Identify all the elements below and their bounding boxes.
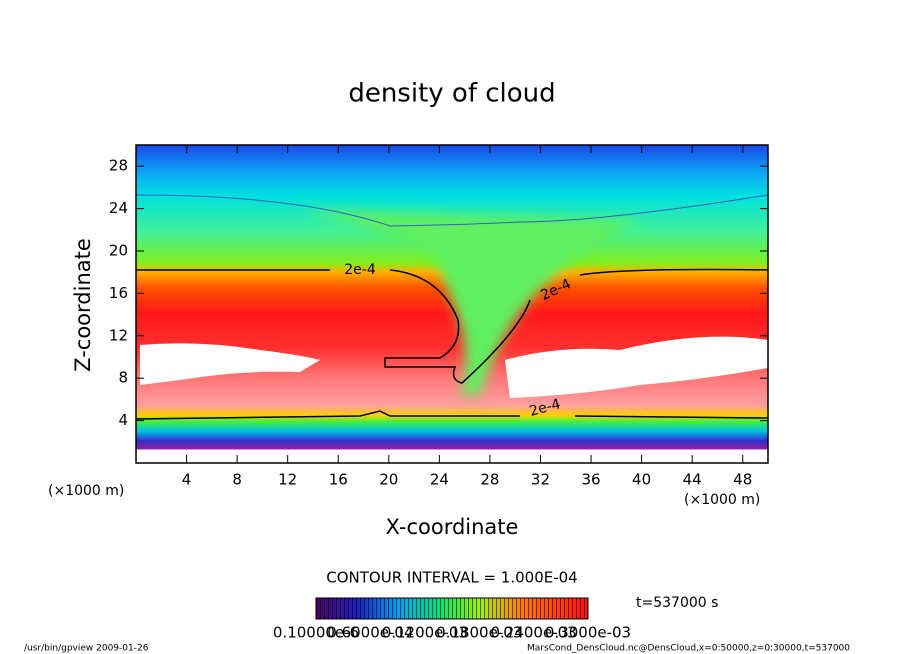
x-tick-label: 36 (581, 471, 600, 489)
x-unit: (×1000 m) (684, 492, 760, 508)
contour-label: 2e-4 (528, 396, 563, 420)
y-tick-label: 8 (118, 369, 128, 387)
footer-right: MarsCond_DensCloud.nc@DensCloud,x=0:5000… (527, 644, 850, 654)
colorbar-label: 0.1200e-03 (382, 624, 468, 642)
time-label: t=537000 s (636, 595, 718, 611)
cloud-gap (140, 343, 320, 385)
y-tick-label: 20 (109, 242, 128, 260)
field-fill (136, 145, 768, 463)
y-tick-label: 4 (118, 411, 128, 429)
contour-line (136, 268, 768, 384)
x-tick-label: 44 (683, 471, 702, 489)
x-tick-label: 12 (278, 471, 297, 489)
colorbar-label: 0.6000e-04 (327, 624, 413, 642)
colorbar-label: 0.1800e-03 (436, 624, 522, 642)
x-tick-label: 28 (480, 471, 499, 489)
contour-interval: CONTOUR INTERVAL = 1.000E-04 (326, 569, 577, 587)
contour-label: 2e-4 (344, 262, 376, 278)
y-tick-label: 16 (109, 284, 128, 302)
colorbar-label: 0.3000e-03 (545, 624, 631, 642)
colorbar-stripes (315, 597, 589, 620)
cloud-gap (505, 336, 768, 398)
plot-frame (135, 144, 769, 464)
contour-line (136, 194, 768, 227)
x-tick-label: 4 (182, 471, 192, 489)
x-tick-label: 48 (733, 471, 752, 489)
x-tick-label: 16 (329, 471, 348, 489)
field (136, 145, 768, 463)
x-tick-label: 8 (232, 471, 242, 489)
x-tick-label: 40 (632, 471, 651, 489)
x-tick-label: 20 (379, 471, 398, 489)
y-tick-label: 28 (109, 157, 128, 175)
chart-title: density of cloud (348, 79, 555, 109)
y-tick-label: 12 (109, 326, 128, 344)
x-axis-label: X-coordinate (386, 515, 519, 539)
x-tick-label: 24 (430, 471, 449, 489)
footer-left: /usr/bin/gpview 2009-01-26 (24, 644, 149, 654)
y-tick-label: 24 (109, 199, 128, 217)
funnel (300, 210, 640, 395)
colorbar-label: 0.2400e-03 (490, 624, 576, 642)
colorbar-labels: 0.10000e-60.6000e-040.1200e-030.1800e-03… (273, 624, 631, 642)
x-tick-label: 32 (531, 471, 550, 489)
colorbar-label: 0.10000e-6 (273, 624, 359, 642)
contour-line (136, 410, 768, 420)
y-axis-label: Z-coordinate (71, 238, 95, 372)
x-unit: (×1000 m) (48, 483, 124, 499)
